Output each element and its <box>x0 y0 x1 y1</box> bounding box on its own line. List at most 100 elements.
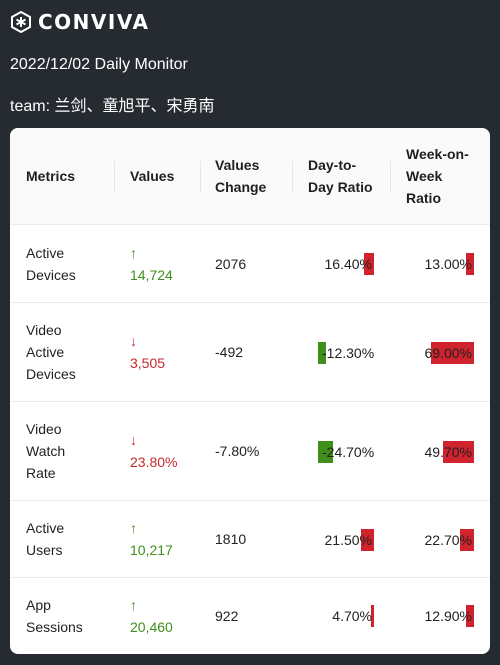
ratio-cell: 16.40% <box>292 225 390 302</box>
metric-value-text: 20,460 <box>130 619 173 635</box>
dtd-ratio-bar <box>318 441 333 463</box>
metric-value-text: 10,217 <box>130 542 173 558</box>
dtd-ratio-bar <box>318 342 326 364</box>
table-row: App Sessions ↑ 20,460 922 4.70% 12.90% <box>10 578 490 654</box>
header-values-change-line2: Change <box>215 179 267 195</box>
table-row: Active Devices ↑ 14,724 2076 16.40% 13.00% <box>10 225 490 303</box>
header-values-change: Values Change <box>200 128 292 224</box>
header-dtd-line2: Day Ratio <box>308 179 373 195</box>
header-wow-line2: Week <box>406 168 443 184</box>
metric-value: ↓ 23.80% <box>114 402 200 500</box>
column-separator <box>292 161 293 193</box>
wow-ratio-text: 22.70% <box>424 532 472 548</box>
metric-name-line: Devices <box>26 366 76 382</box>
header-values-change-line1: Values <box>215 157 260 173</box>
dtd-ratio-text: -24.70% <box>322 444 375 460</box>
metric-name-line: Watch <box>26 443 66 459</box>
metric-value-text: 3,505 <box>130 355 166 371</box>
report-header: CONVIVA 2022/12/02 Daily Monitor team: 兰… <box>10 10 490 115</box>
metric-name: Active Devices <box>10 225 114 302</box>
table-row: Video Watch Rate ↓ 23.80% -7.80% -24.70% 49.70% <box>10 402 490 501</box>
metrics-table: Metrics Values Values Change Day-to- Day… <box>10 128 490 654</box>
metric-value-text: 14,724 <box>130 266 173 283</box>
wow-ratio-bar <box>466 253 474 275</box>
metric-name: Active Users <box>10 501 114 577</box>
values-change: 2076 <box>215 255 247 272</box>
metric-name-line: App <box>26 597 51 613</box>
metric-name-line: Rate <box>26 465 56 481</box>
header-week-on-week-ratio: Week-on- Week Ratio <box>390 128 490 224</box>
arrow-down-icon: ↓ <box>130 333 137 349</box>
brand-name: CONVIVA <box>38 10 150 34</box>
metric-name-lines: Video Active Devices <box>26 319 76 385</box>
table-row: Video Active Devices ↓ 3,505 -492 -12.30% 69.00… <box>10 303 490 402</box>
ratio-cell: 22.70% <box>390 501 490 577</box>
ratio-cell: -12.30% <box>292 303 390 401</box>
ratio-cell: 4.70% <box>292 578 390 654</box>
dtd-ratio-text: 16.40% <box>324 256 372 272</box>
metric-name-lines: Video Watch Rate <box>26 418 65 484</box>
ratio-cell: 13.00% <box>390 225 490 302</box>
metric-value-text: 23.80% <box>130 454 178 470</box>
dtd-ratio-text: 21.50% <box>324 532 372 548</box>
metric-name-line: Active <box>26 520 65 536</box>
metric-value-wrap: ↓ 3,505 <box>130 330 165 374</box>
dtd-ratio-text: 4.70% <box>332 608 372 624</box>
dtd-ratio-text: -12.30% <box>322 345 375 361</box>
metric-name: Video Active Devices <box>10 303 114 401</box>
metric-name-line: Active <box>26 244 65 261</box>
arrow-up-icon: ↑ <box>130 520 137 536</box>
metric-name-line: Video <box>26 421 62 437</box>
column-separator <box>200 161 201 193</box>
brand-logo: CONVIVA <box>10 10 490 34</box>
metric-name-line: Users <box>26 542 63 558</box>
ratio-cell: 49.70% <box>390 402 490 500</box>
metric-name-line: Devices <box>26 266 76 283</box>
metric-name-line: Video <box>26 322 62 338</box>
metric-name-line: Sessions <box>26 619 83 635</box>
metric-value: ↑ 20,460 <box>114 578 200 654</box>
metric-name-line: Active <box>26 344 65 360</box>
metric-value-wrap: ↑ 10,217 <box>130 517 173 561</box>
wow-ratio-text: 49.70% <box>424 444 472 460</box>
values-change: 1810 <box>215 531 247 547</box>
wow-ratio-bar <box>431 342 474 364</box>
ratio-cell: 69.00% <box>390 303 490 401</box>
dtd-ratio-bar <box>361 529 374 551</box>
metric-value-wrap: ↑ 20,460 <box>130 594 173 638</box>
arrow-up-icon: ↑ <box>130 597 137 613</box>
values-change: -492 <box>215 344 244 360</box>
header-day-to-day-ratio: Day-to- Day Ratio <box>292 128 390 224</box>
conviva-logo-icon <box>11 11 31 33</box>
metric-value: ↑ 10,217 <box>114 501 200 577</box>
arrow-up-icon: ↑ <box>130 244 137 261</box>
table-header-row: Metrics Values Values Change Day-to- Day… <box>10 128 490 225</box>
metric-name-lines: Active Devices <box>26 242 76 286</box>
header-wow-line3: Ratio <box>406 190 441 206</box>
arrow-down-icon: ↓ <box>130 432 137 448</box>
metric-name: Video Watch Rate <box>10 402 114 500</box>
column-separator <box>390 161 391 193</box>
metric-value: ↓ 3,505 <box>114 303 200 401</box>
header-values: Values <box>130 168 175 184</box>
ratio-cell: 12.90% <box>390 578 490 654</box>
team-label: team: 兰剑、童旭平、宋勇南 <box>10 98 215 115</box>
page-title: 2022/12/02 Daily Monitor <box>10 56 188 73</box>
metric-name: App Sessions <box>10 578 114 654</box>
metric-value-wrap: ↑ 14,724 <box>130 242 173 286</box>
table-row: Active Users ↑ 10,217 1810 21.50% 22.70% <box>10 501 490 578</box>
wow-ratio-bar <box>466 605 474 627</box>
values-change: -7.80% <box>215 443 260 459</box>
ratio-cell: 21.50% <box>292 501 390 577</box>
header-metrics: Metrics <box>26 168 76 184</box>
dtd-ratio-bar <box>371 605 374 627</box>
metric-name-lines: Active Users <box>26 517 64 561</box>
metric-value: ↑ 14,724 <box>114 225 200 302</box>
header-wow-line1: Week-on- <box>406 146 469 162</box>
wow-ratio-text: 69.00% <box>424 345 472 361</box>
wow-ratio-text: 13.00% <box>424 256 472 272</box>
wow-ratio-text: 12.90% <box>424 608 472 624</box>
ratio-cell: -24.70% <box>292 402 390 500</box>
metric-value-wrap: ↓ 23.80% <box>130 429 177 473</box>
values-change: 922 <box>215 608 239 624</box>
